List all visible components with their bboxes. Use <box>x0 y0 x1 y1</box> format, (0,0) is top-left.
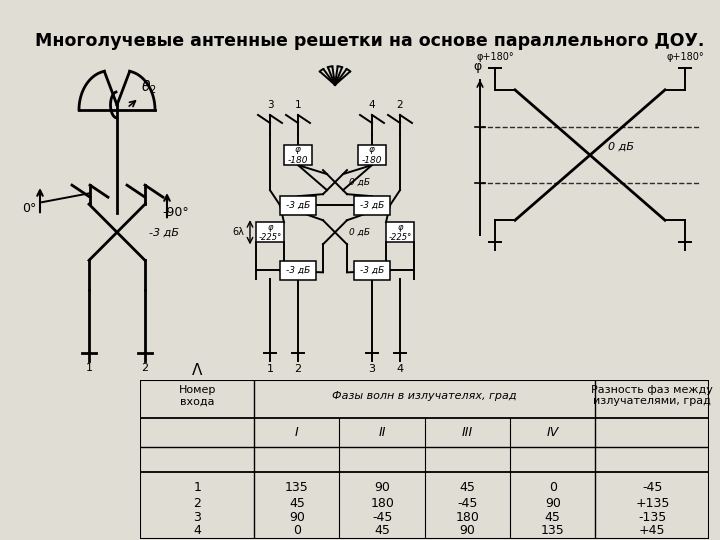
Text: Номер
входа: Номер входа <box>179 384 216 406</box>
Text: IV: IV <box>546 426 559 438</box>
Text: -3 дБ: -3 дБ <box>360 266 384 275</box>
Text: 1: 1 <box>266 363 274 374</box>
Text: 90: 90 <box>374 482 390 495</box>
Text: 0 дБ: 0 дБ <box>608 142 634 152</box>
Bar <box>280 195 316 215</box>
Text: 3: 3 <box>369 363 376 374</box>
Text: Разность фаз между
излучателями, град: Разность фаз между излучателями, град <box>591 384 714 406</box>
Text: φ+180°: φ+180° <box>666 52 704 62</box>
Text: -90°: -90° <box>162 206 189 219</box>
Text: -45: -45 <box>457 497 477 510</box>
Text: 3: 3 <box>194 511 201 524</box>
Bar <box>284 145 312 165</box>
Text: 180: 180 <box>370 497 394 510</box>
Text: 90: 90 <box>289 511 305 524</box>
Text: 3: 3 <box>266 100 274 110</box>
Text: 0 дБ: 0 дБ <box>349 228 370 237</box>
Text: 4: 4 <box>397 363 404 374</box>
Text: 0: 0 <box>549 482 557 495</box>
Text: φ: φ <box>473 60 481 73</box>
Bar <box>256 222 284 242</box>
Text: φ+180°: φ+180° <box>476 52 514 62</box>
Text: 45: 45 <box>545 511 561 524</box>
Text: 2: 2 <box>194 497 201 510</box>
Text: φ
-225°: φ -225° <box>258 222 282 242</box>
Text: 135: 135 <box>285 482 309 495</box>
Text: -3 дБ: -3 дБ <box>286 201 310 210</box>
Text: 45: 45 <box>374 524 390 537</box>
Text: -3 дБ: -3 дБ <box>360 201 384 210</box>
Text: φ
-225°: φ -225° <box>388 222 412 242</box>
Text: 90: 90 <box>545 497 561 510</box>
Text: II: II <box>379 426 386 438</box>
Text: 45: 45 <box>459 482 475 495</box>
Text: 0: 0 <box>293 524 301 537</box>
Text: 1: 1 <box>294 100 301 110</box>
Text: 45: 45 <box>289 497 305 510</box>
Text: +135: +135 <box>635 497 670 510</box>
Text: 0°: 0° <box>22 202 37 215</box>
Bar <box>358 145 386 165</box>
Text: 6λ: 6λ <box>232 227 244 237</box>
Text: Λ: Λ <box>192 363 202 378</box>
Bar <box>280 261 316 280</box>
Text: Фазы волн в излучателях, град: Фазы волн в излучателях, град <box>333 390 517 401</box>
Bar <box>386 222 414 242</box>
Text: -45: -45 <box>642 482 662 495</box>
Text: I: I <box>295 426 299 438</box>
Text: +45: +45 <box>639 524 665 537</box>
Text: -3 дБ: -3 дБ <box>286 266 310 275</box>
Text: 90: 90 <box>459 524 475 537</box>
Text: 2: 2 <box>294 363 302 374</box>
Text: -3 дБ: -3 дБ <box>149 227 179 237</box>
Text: 1: 1 <box>194 482 201 495</box>
Text: Многолучевые антенные решетки на основе параллельного ДОУ.: Многолучевые антенные решетки на основе … <box>35 31 704 50</box>
Text: 0 дБ: 0 дБ <box>349 178 370 187</box>
Text: -45: -45 <box>372 511 392 524</box>
Bar <box>354 195 390 215</box>
Text: φ
-180: φ -180 <box>361 145 382 165</box>
Text: III: III <box>462 426 473 438</box>
Text: φ
-180: φ -180 <box>288 145 308 165</box>
Text: 2: 2 <box>397 100 403 110</box>
Text: $\theta_2$: $\theta_2$ <box>141 78 157 96</box>
Text: 135: 135 <box>541 524 564 537</box>
Text: 2: 2 <box>141 363 148 373</box>
Text: 1: 1 <box>86 363 92 373</box>
Text: -135: -135 <box>638 511 667 524</box>
Text: 4: 4 <box>369 100 375 110</box>
Bar <box>354 261 390 280</box>
Text: 4: 4 <box>194 524 201 537</box>
Text: 180: 180 <box>456 511 480 524</box>
